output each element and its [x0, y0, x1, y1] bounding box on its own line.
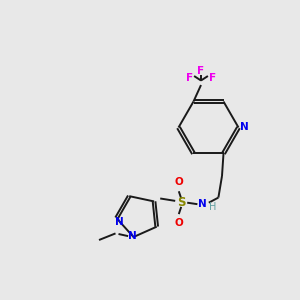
Text: O: O [174, 177, 183, 187]
Text: F: F [209, 73, 216, 82]
Text: H: H [209, 202, 216, 212]
Text: N: N [239, 122, 248, 133]
Text: F: F [197, 66, 205, 76]
Text: F: F [186, 73, 193, 82]
Text: N: N [115, 217, 123, 227]
Text: S: S [177, 196, 185, 209]
Text: O: O [174, 218, 183, 228]
Text: N: N [198, 199, 207, 209]
Text: N: N [128, 230, 136, 241]
